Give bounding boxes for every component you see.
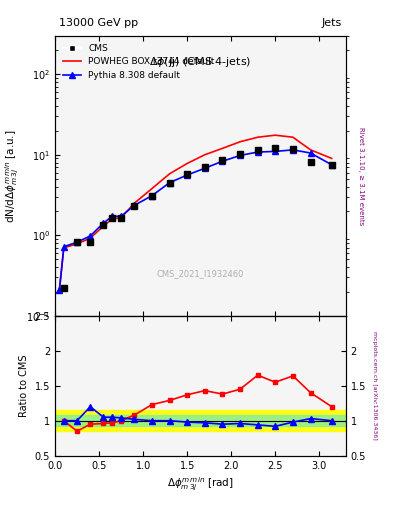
Bar: [55, 415, 346, 426]
Text: 13000 GeV pp: 13000 GeV pp: [59, 18, 138, 28]
Text: $\Delta\phi$(jj) (CMS 4-jets): $\Delta\phi$(jj) (CMS 4-jets): [149, 55, 252, 70]
X-axis label: $\Delta\phi^{m\,min}_{m\,3j}$ [rad]: $\Delta\phi^{m\,min}_{m\,3j}$ [rad]: [167, 476, 234, 494]
Y-axis label: mcplots.cern.ch [arXiv:1306.3436]: mcplots.cern.ch [arXiv:1306.3436]: [372, 331, 377, 440]
Y-axis label: dN/d$\Delta\phi^{m\,min}_{m\,3j}$ [a.u.]: dN/d$\Delta\phi^{m\,min}_{m\,3j}$ [a.u.]: [4, 129, 21, 223]
Text: Jets: Jets: [321, 18, 342, 28]
Legend: CMS, POWHEG BOX r3744 default, Pythia 8.308 default: CMS, POWHEG BOX r3744 default, Pythia 8.…: [59, 40, 219, 83]
Text: CMS_2021_I1932460: CMS_2021_I1932460: [157, 269, 244, 278]
Y-axis label: Rivet 3.1.10, ≥ 3.1M events: Rivet 3.1.10, ≥ 3.1M events: [358, 126, 364, 225]
Bar: [55, 410, 346, 431]
Y-axis label: Ratio to CMS: Ratio to CMS: [19, 354, 29, 417]
